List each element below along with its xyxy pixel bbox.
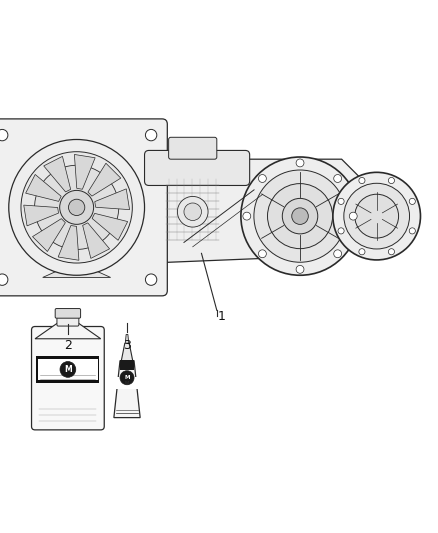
Circle shape <box>292 208 308 224</box>
Polygon shape <box>121 343 133 361</box>
Circle shape <box>338 228 344 234</box>
Text: M: M <box>125 382 129 386</box>
FancyBboxPatch shape <box>169 138 217 159</box>
Polygon shape <box>42 262 110 278</box>
Polygon shape <box>26 174 61 201</box>
Circle shape <box>9 140 145 275</box>
FancyBboxPatch shape <box>120 360 134 370</box>
Circle shape <box>334 250 342 257</box>
Circle shape <box>389 249 395 255</box>
Polygon shape <box>83 223 110 259</box>
Circle shape <box>389 177 395 183</box>
Circle shape <box>268 183 332 249</box>
FancyBboxPatch shape <box>57 314 79 326</box>
Circle shape <box>145 130 157 141</box>
Circle shape <box>258 175 266 182</box>
Polygon shape <box>88 163 121 196</box>
Circle shape <box>21 152 132 263</box>
Polygon shape <box>74 155 95 189</box>
Circle shape <box>296 265 304 273</box>
FancyBboxPatch shape <box>55 309 81 318</box>
Circle shape <box>344 183 410 249</box>
Text: M: M <box>64 365 72 374</box>
Circle shape <box>359 177 365 183</box>
Text: 1: 1 <box>217 310 225 324</box>
Circle shape <box>145 274 157 285</box>
Circle shape <box>177 197 208 227</box>
FancyBboxPatch shape <box>38 359 98 381</box>
FancyBboxPatch shape <box>0 119 167 296</box>
Polygon shape <box>24 205 59 226</box>
Circle shape <box>350 212 357 220</box>
FancyBboxPatch shape <box>32 327 104 430</box>
Circle shape <box>120 371 134 385</box>
Circle shape <box>254 170 346 262</box>
FancyBboxPatch shape <box>115 377 139 389</box>
Circle shape <box>258 250 266 257</box>
Polygon shape <box>32 219 65 252</box>
Polygon shape <box>114 361 140 418</box>
Circle shape <box>283 198 318 234</box>
Circle shape <box>338 198 344 205</box>
FancyBboxPatch shape <box>36 356 99 383</box>
Circle shape <box>60 361 76 377</box>
Circle shape <box>0 130 8 141</box>
Polygon shape <box>95 189 130 209</box>
Circle shape <box>35 165 119 249</box>
Polygon shape <box>97 159 359 264</box>
Text: M: M <box>124 375 130 380</box>
Circle shape <box>243 212 251 220</box>
Text: 3: 3 <box>123 339 131 352</box>
Circle shape <box>0 274 8 285</box>
FancyBboxPatch shape <box>145 150 250 185</box>
Polygon shape <box>44 156 71 192</box>
Circle shape <box>333 172 420 260</box>
Circle shape <box>60 190 94 224</box>
Circle shape <box>184 203 201 221</box>
Polygon shape <box>125 334 129 343</box>
Circle shape <box>359 249 365 255</box>
Text: 2: 2 <box>64 339 72 352</box>
Circle shape <box>241 157 359 275</box>
Polygon shape <box>58 225 79 260</box>
Polygon shape <box>35 324 101 339</box>
Circle shape <box>355 194 399 238</box>
Circle shape <box>409 198 415 205</box>
Polygon shape <box>92 213 127 240</box>
Circle shape <box>68 199 85 215</box>
Circle shape <box>296 159 304 167</box>
Circle shape <box>409 228 415 234</box>
Circle shape <box>334 175 342 182</box>
